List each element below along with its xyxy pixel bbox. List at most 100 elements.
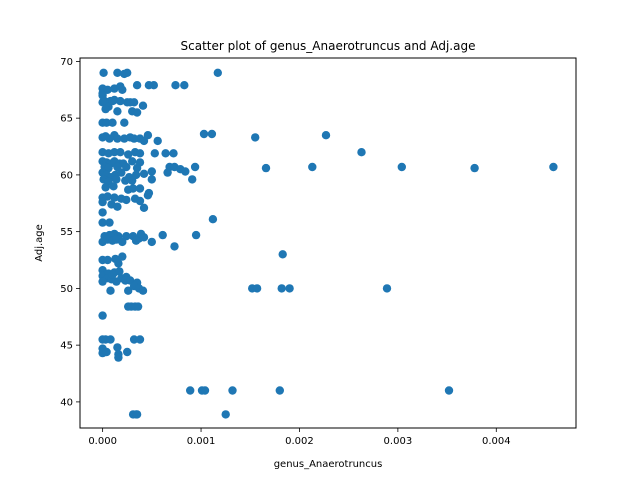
scatter-point (98, 208, 107, 217)
scatter-point (108, 118, 117, 127)
scatter-point (113, 107, 122, 116)
scatter-point (139, 203, 149, 212)
scatter-point (98, 218, 107, 227)
scatter-point (180, 81, 189, 90)
scatter-point (112, 277, 121, 286)
scatter-point (113, 202, 122, 211)
scatter-point (147, 175, 156, 184)
scatter-point (132, 410, 142, 419)
scatter-point (135, 196, 145, 206)
scatter-point (169, 149, 178, 158)
scatter-point (128, 176, 137, 185)
scatter-point (121, 176, 130, 185)
scatter-point (115, 267, 124, 276)
scatter-point (149, 81, 158, 90)
scatter-point (129, 134, 139, 143)
scatter-point (108, 270, 117, 279)
scatter-point (118, 237, 127, 247)
scatter-point (122, 162, 131, 172)
y-tick-label: 50 (60, 284, 73, 295)
scatter-point (132, 81, 142, 90)
x-tick-label: 0.004 (482, 436, 511, 447)
scatter-point (129, 335, 139, 344)
scatter-point (114, 259, 123, 268)
scatter-point (147, 167, 156, 176)
scatter-point (135, 335, 145, 344)
scatter-point (123, 347, 132, 357)
scatter-point (98, 197, 107, 207)
y-tick-label: 60 (60, 170, 73, 181)
scatter-point (158, 230, 167, 240)
scatter-point (124, 286, 133, 295)
scatter-point (186, 386, 195, 395)
x-axis-label: genus_Anaerotruncus (274, 459, 383, 470)
scatter-point (103, 255, 112, 265)
scatter-point (102, 347, 111, 357)
scatter-point (139, 233, 149, 242)
scatter-point (170, 242, 179, 251)
y-axis-ticks: 40 45 50 55 60 65 70 (60, 57, 80, 408)
scatter-point (113, 134, 122, 143)
scatter-point (98, 311, 107, 320)
x-tick-label: 0.002 (285, 436, 314, 447)
scatter-point (138, 286, 148, 295)
chart-title: Scatter plot of genus_Anaerotruncus and … (181, 39, 476, 53)
scatter-point (278, 250, 287, 259)
scatter-point (109, 182, 118, 191)
scatter-point (138, 101, 148, 110)
scatter-point (275, 386, 284, 395)
scatter-point (112, 175, 121, 184)
scatter-point (470, 163, 479, 173)
scatter-point (207, 129, 217, 139)
scatter-point (118, 85, 127, 95)
scatter-point (357, 148, 366, 157)
scatter-point (106, 286, 115, 295)
scatter-point (99, 68, 108, 78)
scatter-point (397, 162, 406, 172)
scatter-point (113, 343, 122, 352)
scatter-point (188, 175, 197, 184)
scatter-points-group (98, 68, 558, 419)
scatter-point (228, 386, 237, 395)
scatter-point (128, 157, 137, 166)
scatter-point (122, 195, 131, 205)
y-tick-label: 55 (60, 227, 73, 238)
scatter-point (103, 192, 112, 201)
scatter-point (101, 183, 110, 192)
scatter-point (133, 302, 143, 311)
scatter-point (104, 163, 113, 173)
scatter-point (132, 108, 142, 117)
scatter-point (113, 68, 122, 78)
scatter-point (110, 148, 119, 157)
x-tick-label: 0.003 (384, 436, 413, 447)
scatter-point (549, 162, 558, 172)
scatter-point (251, 133, 260, 142)
scatter-point (101, 104, 110, 114)
scatter-point (143, 131, 153, 140)
scatter-point (129, 98, 139, 107)
scatter-point (131, 236, 141, 245)
scatter-point (103, 85, 112, 95)
scatter-point (213, 68, 222, 78)
scatter-point (191, 230, 201, 240)
plot-area-frame (79, 57, 577, 429)
scatter-point (161, 149, 170, 158)
scatter-point (163, 168, 172, 177)
y-tick-label: 40 (60, 397, 73, 408)
scatter-point (117, 168, 126, 177)
scatter-point (190, 162, 200, 172)
x-tick-label: 0.000 (88, 436, 117, 447)
scatter-point (171, 81, 180, 90)
scatter-point (98, 277, 107, 286)
scatter-point (123, 68, 132, 78)
scatter-point (308, 162, 317, 172)
scatter-point (181, 167, 190, 176)
scatter-point (199, 129, 209, 139)
y-tick-label: 70 (60, 57, 73, 68)
scatter-point (105, 218, 114, 227)
scatter-point (153, 136, 162, 146)
x-tick-label: 0.001 (187, 436, 216, 447)
y-axis-label: Adj.age (34, 224, 45, 262)
